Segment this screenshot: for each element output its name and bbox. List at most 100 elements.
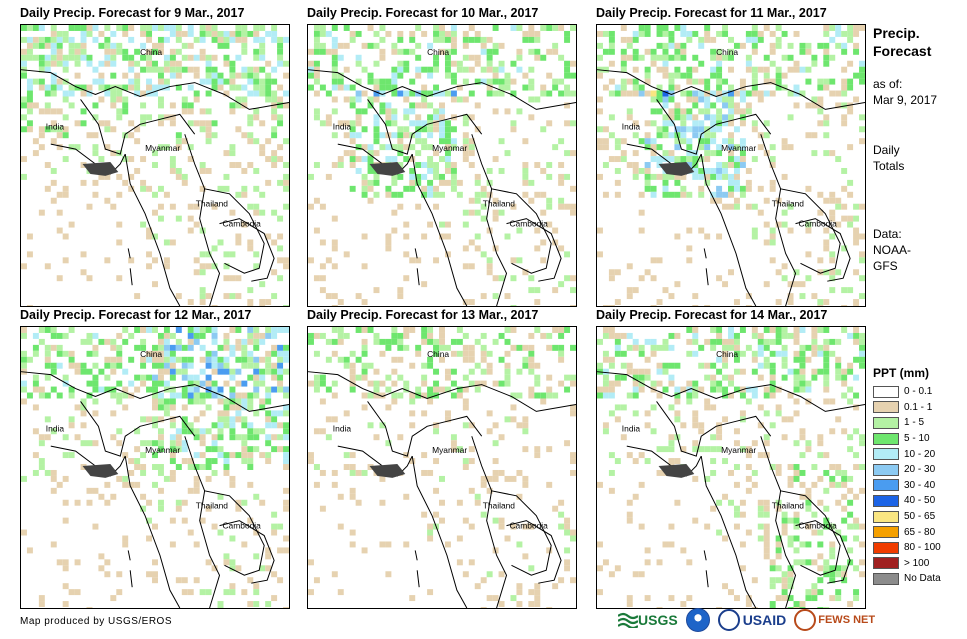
country-border bbox=[414, 248, 420, 286]
country-border bbox=[775, 490, 797, 608]
usgs-text: USGS bbox=[638, 612, 678, 628]
country-border bbox=[471, 436, 552, 576]
fewsnet-globe-icon bbox=[794, 609, 817, 631]
country-border bbox=[795, 218, 851, 282]
usgs-logo: USGS bbox=[618, 612, 678, 628]
country-border bbox=[367, 401, 483, 457]
place-label-thailand: Thailand bbox=[196, 501, 229, 511]
legend-swatch bbox=[873, 572, 899, 585]
legend-swatch bbox=[873, 557, 899, 570]
legend-label: 20 - 30 bbox=[904, 464, 936, 476]
country-border bbox=[199, 490, 221, 608]
place-label-myanmar: Myanmar bbox=[145, 143, 180, 153]
legend-item: 0 - 0.1 bbox=[873, 384, 965, 400]
country-border bbox=[703, 248, 709, 286]
legend-item: 80 - 100 bbox=[873, 540, 965, 556]
precip-map: China India Myanmar Thailand Cambodia bbox=[307, 326, 577, 609]
precip-map: China India Myanmar Thailand Cambodia bbox=[20, 24, 290, 307]
country-border bbox=[760, 134, 841, 274]
precip-raster: China India Myanmar Thailand Cambodia bbox=[308, 25, 576, 306]
precip-map: China India Myanmar Thailand Cambodia bbox=[20, 326, 290, 609]
legend-item: 5 - 10 bbox=[873, 431, 965, 447]
country-border bbox=[700, 455, 757, 608]
country-border bbox=[486, 188, 508, 306]
place-label-thailand: Thailand bbox=[483, 199, 516, 209]
usaid-seal-icon bbox=[717, 609, 740, 631]
legend-item: 10 - 20 bbox=[873, 446, 965, 462]
country-border bbox=[411, 153, 468, 306]
precip-map: China India Myanmar Thailand Cambodia bbox=[596, 24, 866, 307]
country-border bbox=[124, 153, 181, 306]
place-label-india: India bbox=[333, 121, 352, 131]
place-label-myanmar: Myanmar bbox=[721, 445, 756, 455]
country-border bbox=[486, 490, 508, 608]
country-border bbox=[80, 99, 196, 155]
legend-label: 40 - 50 bbox=[904, 495, 936, 507]
place-label-myanmar: Myanmar bbox=[432, 445, 467, 455]
data-line1: Data: bbox=[873, 227, 902, 241]
panel-title: Daily Precip. Forecast for 13 Mar., 2017 bbox=[307, 308, 539, 322]
place-label-india: India bbox=[622, 121, 641, 131]
place-label-china: China bbox=[140, 47, 162, 57]
noaa-seal-icon bbox=[685, 608, 710, 632]
legend-item: 0.1 - 1 bbox=[873, 400, 965, 416]
totals-line2: Totals bbox=[873, 159, 905, 173]
country-border bbox=[124, 455, 181, 608]
legend-item: 40 - 50 bbox=[873, 493, 965, 509]
country-border bbox=[80, 401, 196, 457]
place-label-thailand: Thailand bbox=[196, 199, 229, 209]
country-border bbox=[703, 550, 709, 588]
legend-swatch bbox=[873, 401, 899, 414]
country-border bbox=[308, 69, 576, 110]
legend-label: 10 - 20 bbox=[904, 448, 936, 460]
legend-swatch bbox=[873, 510, 899, 523]
country-border bbox=[21, 69, 289, 110]
fewsnet-text: FEWS NET bbox=[818, 614, 876, 626]
precip-raster: China India Myanmar Thailand Cambodia bbox=[308, 327, 576, 608]
legend: PPT (mm) 0 - 0.1 0.1 - 1 1 - 5 5 - 10 10 - 2… bbox=[873, 366, 965, 587]
country-border bbox=[760, 436, 841, 576]
place-label-china: China bbox=[716, 47, 738, 57]
data-line3: GFS bbox=[873, 259, 898, 273]
usaid-text: USAID bbox=[742, 612, 787, 628]
legend-item: 50 - 65 bbox=[873, 509, 965, 525]
legend-label: 0.1 - 1 bbox=[904, 401, 933, 413]
legend-swatch bbox=[873, 541, 899, 554]
precip-map: China India Myanmar Thailand Cambodia bbox=[307, 24, 577, 307]
country-border bbox=[219, 520, 275, 584]
legend-item: 20 - 30 bbox=[873, 462, 965, 478]
country-border bbox=[700, 153, 757, 306]
legend-label: 1 - 5 bbox=[904, 417, 925, 429]
country-border bbox=[471, 134, 552, 274]
country-border bbox=[656, 401, 772, 457]
place-label-china: China bbox=[140, 349, 162, 359]
legend-label: 65 - 80 bbox=[904, 526, 936, 538]
country-border bbox=[219, 218, 275, 282]
country-border bbox=[775, 188, 797, 306]
place-label-thailand: Thailand bbox=[483, 501, 516, 511]
place-label-cambodia: Cambodia bbox=[798, 521, 837, 531]
place-label-myanmar: Myanmar bbox=[432, 143, 467, 153]
totals-line1: Daily bbox=[873, 143, 900, 157]
country-border bbox=[308, 371, 576, 412]
legend-label: 0 - 0.1 bbox=[904, 386, 933, 398]
country-border bbox=[795, 520, 851, 584]
panel-title: Daily Precip. Forecast for 14 Mar., 2017 bbox=[596, 308, 828, 322]
legend-label: 30 - 40 bbox=[904, 479, 936, 491]
legend-item: > 100 bbox=[873, 556, 965, 572]
country-border bbox=[506, 218, 562, 282]
precip-map: China India Myanmar Thailand Cambodia bbox=[596, 326, 866, 609]
no-data-area bbox=[658, 464, 695, 478]
no-data-area bbox=[82, 464, 119, 478]
legend-item: 65 - 80 bbox=[873, 524, 965, 540]
legend-rows: 0 - 0.1 0.1 - 1 1 - 5 5 - 10 10 - 20 20 - 30 3… bbox=[873, 384, 965, 587]
place-label-cambodia: Cambodia bbox=[509, 521, 548, 531]
precip-raster: China India Myanmar Thailand Cambodia bbox=[597, 25, 865, 306]
fewsnet-logo: FEWS NET bbox=[794, 609, 875, 631]
country-border bbox=[597, 69, 865, 110]
legend-title: PPT (mm) bbox=[873, 366, 930, 380]
legend-swatch bbox=[873, 385, 899, 398]
place-label-myanmar: Myanmar bbox=[145, 445, 180, 455]
usaid-logo: USAID bbox=[717, 609, 787, 631]
no-data-area bbox=[369, 162, 406, 176]
